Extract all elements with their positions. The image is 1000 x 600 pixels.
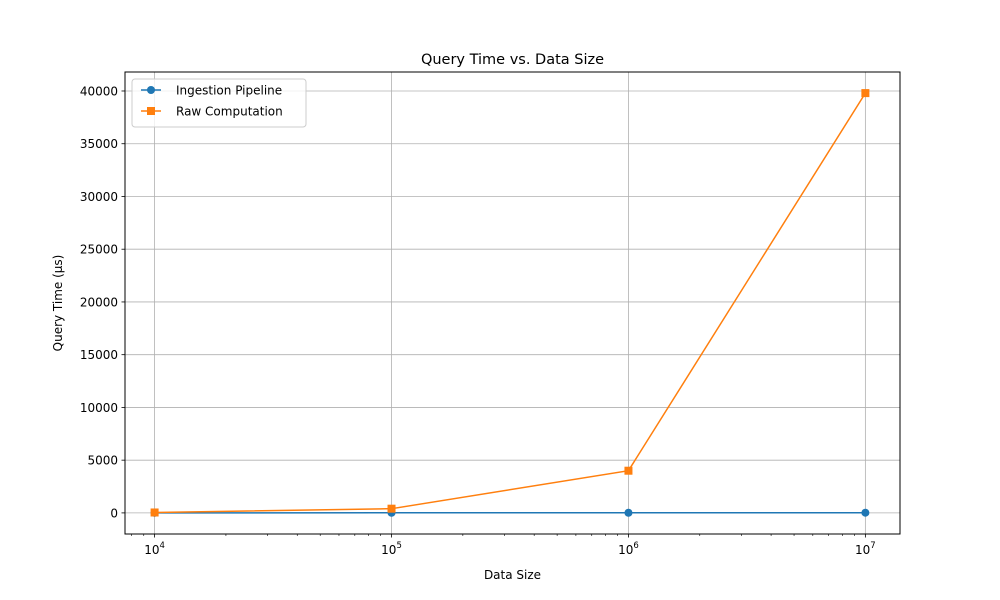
y-tick-label: 20000 bbox=[80, 295, 118, 309]
series-line-raw-computation bbox=[154, 92, 867, 514]
data-point-raw-computation bbox=[624, 466, 633, 475]
x-tick-exponent: 6 bbox=[633, 541, 638, 551]
x-tick-base: 10 bbox=[855, 543, 870, 557]
x-tick-label: 106 bbox=[618, 541, 639, 557]
y-tick-label: 35000 bbox=[80, 137, 118, 151]
x-tick-exponent: 7 bbox=[870, 541, 875, 551]
y-tick-label: 10000 bbox=[80, 401, 118, 415]
x-tick-base: 10 bbox=[144, 543, 159, 557]
data-point-raw-computation bbox=[861, 89, 870, 98]
legend-box bbox=[131, 78, 307, 128]
data-point-ingestion-pipeline bbox=[861, 508, 870, 517]
data-point-raw-computation bbox=[387, 504, 396, 513]
plot-frame bbox=[124, 71, 901, 535]
data-point-ingestion-pipeline bbox=[624, 508, 633, 517]
data-point-raw-computation bbox=[150, 508, 159, 517]
chart-title: Query Time vs. Data Size bbox=[421, 52, 604, 68]
x-tick-label: 105 bbox=[381, 541, 402, 557]
x-tick-base: 10 bbox=[381, 543, 396, 557]
y-axis: 0 5000 10000 15000 20000 25000 30000 35000 40000 bbox=[80, 84, 125, 520]
y-tick-label: 5000 bbox=[87, 454, 118, 468]
y-tick-label: 0 bbox=[110, 506, 118, 520]
y-axis-label: Query Time (µs) bbox=[51, 255, 65, 352]
x-tick-exponent: 4 bbox=[160, 541, 165, 551]
series-layer bbox=[150, 89, 870, 517]
legend: Ingestion Pipeline Raw Computation bbox=[131, 78, 307, 128]
y-tick-label: 25000 bbox=[80, 243, 118, 257]
x-tick-label: 107 bbox=[855, 541, 876, 557]
legend-label-raw-computation: Raw Computation bbox=[176, 105, 283, 119]
x-tick-exponent: 5 bbox=[396, 541, 401, 551]
x-axis-label: Data Size bbox=[484, 568, 541, 582]
legend-label-ingestion-pipeline: Ingestion Pipeline bbox=[176, 84, 282, 98]
legend-marker-ingestion-pipeline bbox=[147, 86, 155, 94]
x-axis: 104 105 106 107 bbox=[131, 534, 876, 557]
y-tick-label: 40000 bbox=[80, 84, 118, 98]
legend-marker-raw-computation bbox=[147, 107, 155, 115]
x-tick-label: 104 bbox=[144, 541, 165, 557]
y-tick-label: 15000 bbox=[80, 348, 118, 362]
x-tick-base: 10 bbox=[618, 543, 633, 557]
y-tick-label: 30000 bbox=[80, 190, 118, 204]
